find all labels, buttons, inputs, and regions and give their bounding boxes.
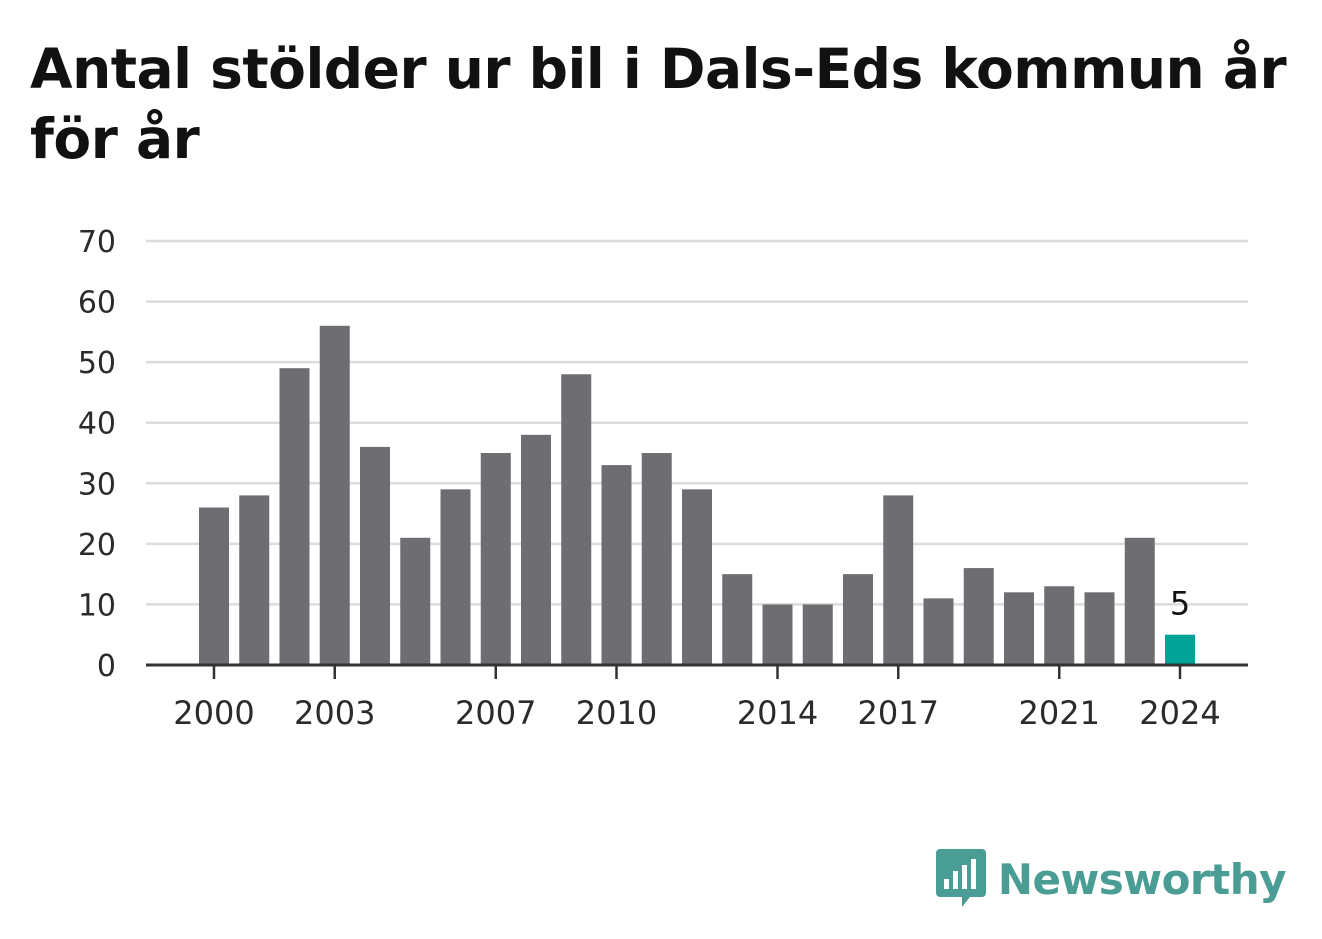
bar-2008 xyxy=(521,434,551,665)
x-axis xyxy=(146,663,1248,679)
bar-2022 xyxy=(1084,592,1115,665)
y-tick-label: 10 xyxy=(78,588,116,623)
data-labels: 5 xyxy=(1170,585,1190,623)
x-tick-label: 2021 xyxy=(1019,694,1100,732)
bar-2004 xyxy=(360,446,390,665)
bar-2020 xyxy=(1004,592,1034,665)
x-tick-label: 2010 xyxy=(576,694,657,732)
x-tick-label: 2003 xyxy=(294,694,375,732)
bar-2010 xyxy=(601,465,632,665)
bar-2006 xyxy=(440,489,471,665)
x-tick-label: 2014 xyxy=(737,694,818,732)
y-tick-label: 20 xyxy=(78,528,116,563)
bar-2001 xyxy=(239,495,270,665)
x-tick-label: 2007 xyxy=(455,694,536,732)
bar-2019 xyxy=(963,568,994,665)
bar-2009 xyxy=(561,374,592,665)
y-tick-label: 40 xyxy=(78,407,116,442)
bar-2014 xyxy=(762,604,793,665)
bar-2018 xyxy=(923,598,954,665)
newsworthy-logo: Newsworthy xyxy=(935,849,1287,909)
newsworthy-logo-icon xyxy=(935,849,986,907)
y-tick-label: 70 xyxy=(78,225,116,260)
bar-2000 xyxy=(199,507,229,665)
y-tick-label: 50 xyxy=(78,346,116,381)
bar-2016 xyxy=(843,574,873,665)
bar-2024 xyxy=(1165,634,1195,665)
bar-2021 xyxy=(1044,586,1075,665)
bar-2012 xyxy=(682,489,712,665)
bar-2017 xyxy=(883,495,914,665)
x-tick-label: 2017 xyxy=(858,694,939,732)
bar-2003 xyxy=(319,325,350,665)
bar-2015 xyxy=(802,604,833,665)
bar-2002 xyxy=(279,368,310,665)
bar-2023 xyxy=(1124,537,1155,665)
x-axis-tick-labels: 2000 2003 2007 2010 2014 2017 2021 2024 xyxy=(173,694,1220,732)
y-tick-label: 60 xyxy=(78,286,116,321)
x-tick-label: 2024 xyxy=(1139,694,1220,732)
bar-2007 xyxy=(480,453,511,665)
bar-2005 xyxy=(400,537,431,665)
bar-2013 xyxy=(722,574,753,665)
data-label-2024: 5 xyxy=(1170,585,1190,623)
y-tick-label: 30 xyxy=(78,467,116,502)
bar-2011 xyxy=(641,453,672,665)
y-axis-tick-labels: 0 10 20 30 40 50 60 70 xyxy=(78,225,116,684)
brand-name: Newsworthy xyxy=(997,854,1287,904)
bars xyxy=(199,325,1195,665)
x-tick-label: 2000 xyxy=(173,694,254,732)
chart-title: Antal stölder ur bil i Dals-Eds kommun å… xyxy=(30,37,1287,171)
y-tick-label: 0 xyxy=(97,649,116,684)
